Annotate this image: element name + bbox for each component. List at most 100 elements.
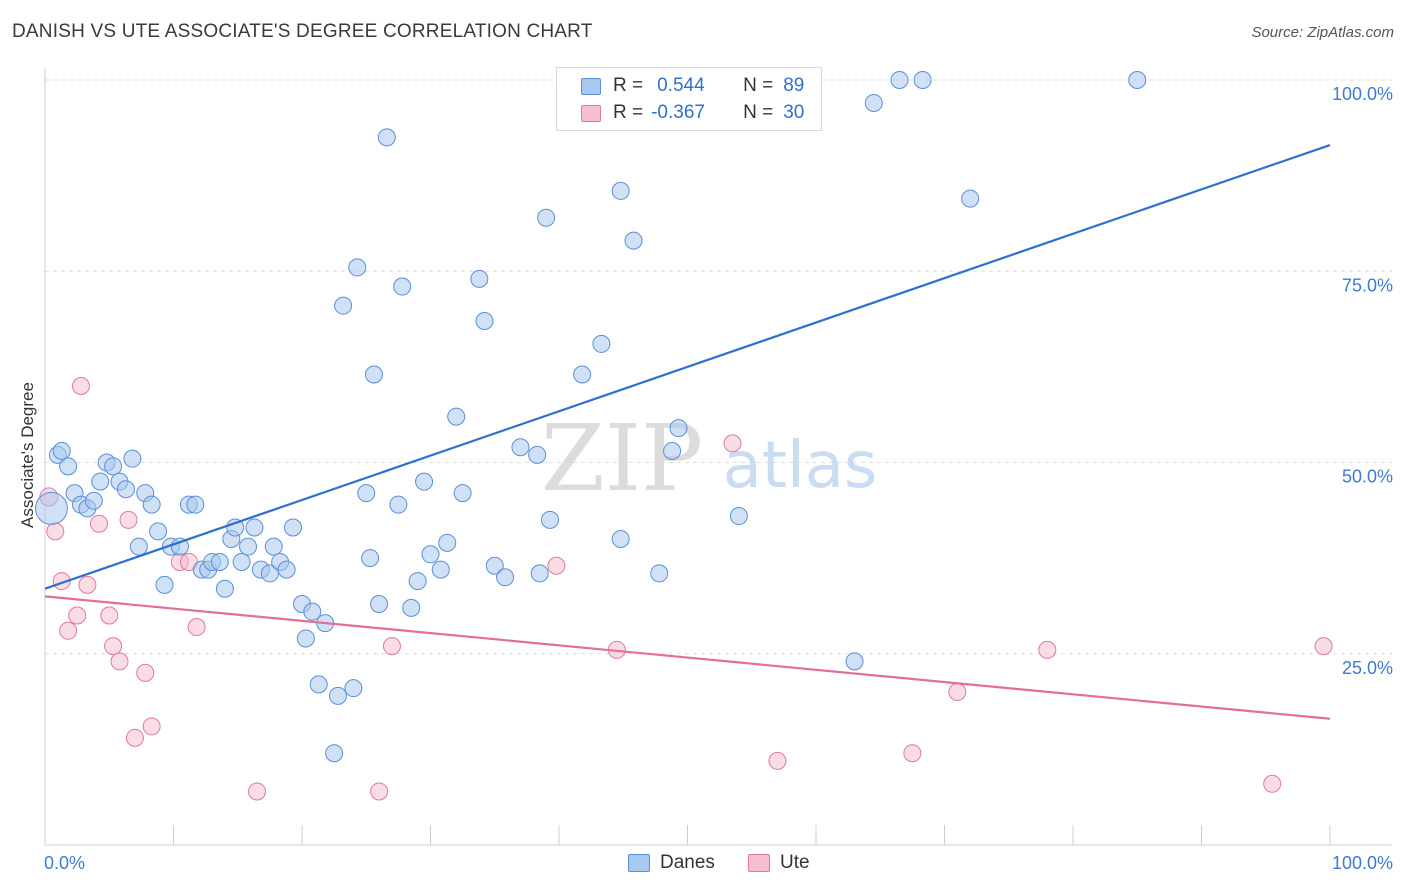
danes-point bbox=[650, 564, 669, 583]
legend-row-ute: R = -0.367 N = 30 bbox=[557, 100, 804, 126]
x-tick-label: 0.0% bbox=[44, 853, 85, 873]
y-tick-label: 100.0% bbox=[1332, 84, 1393, 104]
danes-point bbox=[624, 231, 643, 250]
danes-point bbox=[309, 675, 328, 694]
danes-point bbox=[328, 686, 347, 705]
danes-point bbox=[232, 552, 251, 571]
danes-legend-swatch bbox=[628, 854, 650, 872]
danes-point bbox=[91, 472, 110, 491]
ute-point bbox=[119, 510, 138, 529]
danes-point bbox=[116, 480, 135, 499]
danes-point bbox=[453, 484, 472, 503]
danes-point bbox=[325, 744, 344, 763]
danes-point bbox=[431, 560, 450, 579]
danes-point bbox=[129, 537, 148, 556]
danes-point bbox=[264, 537, 283, 556]
y-axis-label: Associate's Degree bbox=[18, 382, 37, 528]
ute-point bbox=[110, 652, 129, 671]
danes-point bbox=[402, 598, 421, 617]
ute-n-value: 30 bbox=[783, 102, 805, 123]
ute-point bbox=[370, 782, 389, 801]
ute-point bbox=[1038, 640, 1057, 659]
danes-point bbox=[611, 530, 630, 548]
danes-point bbox=[408, 572, 427, 591]
ute-trend-line bbox=[44, 595, 1331, 720]
y-tick-label: 50.0% bbox=[1342, 467, 1393, 487]
trend-lines bbox=[44, 143, 1331, 720]
danes-point bbox=[344, 679, 363, 698]
danes-point bbox=[511, 438, 530, 457]
watermark: ZIP atlas bbox=[541, 405, 877, 512]
watermark-atlas: atlas bbox=[723, 429, 878, 503]
danes-point bbox=[669, 419, 688, 438]
ute-point bbox=[78, 575, 97, 594]
danes-point bbox=[729, 507, 748, 526]
danes-point bbox=[592, 334, 611, 353]
ute-point bbox=[46, 522, 65, 541]
ute-point bbox=[104, 637, 123, 656]
legend-item-danes[interactable]: Danes bbox=[628, 852, 715, 874]
legend-item-ute[interactable]: Ute bbox=[748, 852, 810, 874]
danes-point bbox=[421, 545, 440, 564]
danes-point bbox=[260, 564, 279, 583]
x-tick-label: 100.0% bbox=[1332, 853, 1393, 873]
ute-point bbox=[136, 663, 155, 682]
danes-point bbox=[864, 93, 883, 112]
danes-trend-line bbox=[44, 143, 1331, 590]
danes-point bbox=[485, 556, 504, 575]
y-tick-label: 25.0% bbox=[1342, 658, 1393, 678]
ute-point bbox=[903, 744, 922, 763]
danes-point bbox=[537, 208, 556, 227]
danes-point bbox=[370, 595, 389, 614]
danes-point bbox=[277, 560, 296, 579]
danes-point bbox=[890, 71, 909, 89]
danes-point bbox=[170, 537, 189, 556]
chart-title: DANISH VS UTE ASSOCIATE'S DEGREE CORRELA… bbox=[12, 21, 593, 42]
ute-point bbox=[187, 617, 206, 636]
danes-point bbox=[348, 258, 367, 277]
danes-point bbox=[226, 518, 245, 537]
danes-point bbox=[389, 495, 408, 514]
danes-legend-label: Danes bbox=[660, 852, 715, 873]
gridlines bbox=[45, 79, 1392, 655]
danes-r-label: R = bbox=[613, 75, 644, 96]
danes-point bbox=[52, 442, 71, 461]
danes-point bbox=[334, 296, 353, 315]
ute-r-value: -0.367 bbox=[651, 102, 705, 123]
danes-point bbox=[364, 365, 383, 384]
danes-series bbox=[34, 71, 1147, 763]
danes-point bbox=[541, 510, 560, 529]
danes-point bbox=[84, 491, 103, 510]
ute-point bbox=[142, 717, 161, 736]
ute-swatch bbox=[581, 104, 601, 122]
axes bbox=[44, 68, 1392, 846]
danes-point bbox=[210, 552, 229, 571]
danes-point bbox=[393, 277, 412, 296]
danes-point bbox=[475, 311, 494, 330]
ute-r-label: R = bbox=[613, 102, 644, 123]
danes-point bbox=[215, 579, 234, 598]
ute-point bbox=[382, 637, 401, 656]
danes-point bbox=[284, 518, 303, 537]
danes-point bbox=[913, 71, 932, 89]
danes-point bbox=[59, 457, 78, 476]
danes-point bbox=[438, 533, 457, 552]
ute-point bbox=[68, 606, 87, 625]
danes-point bbox=[573, 365, 592, 384]
ute-point bbox=[547, 556, 566, 575]
ute-point bbox=[768, 751, 787, 770]
stats-legend: R = 0.544 N = 89 R = -0.367 N = 30 bbox=[556, 67, 822, 131]
danes-point bbox=[415, 472, 434, 491]
legend-row-danes: R = 0.544 N = 89 bbox=[557, 73, 804, 99]
ute-legend-swatch bbox=[748, 854, 770, 872]
ute-point bbox=[723, 434, 742, 453]
danes-point bbox=[186, 495, 205, 514]
danes-point bbox=[123, 449, 142, 468]
danes-point bbox=[1128, 71, 1147, 89]
danes-point bbox=[296, 629, 315, 648]
danes-point bbox=[149, 522, 168, 541]
source-note: Source: ZipAtlas.com bbox=[1251, 24, 1394, 41]
danes-point bbox=[245, 518, 264, 537]
danes-point bbox=[377, 128, 396, 147]
ute-n-label: N = bbox=[743, 102, 774, 123]
